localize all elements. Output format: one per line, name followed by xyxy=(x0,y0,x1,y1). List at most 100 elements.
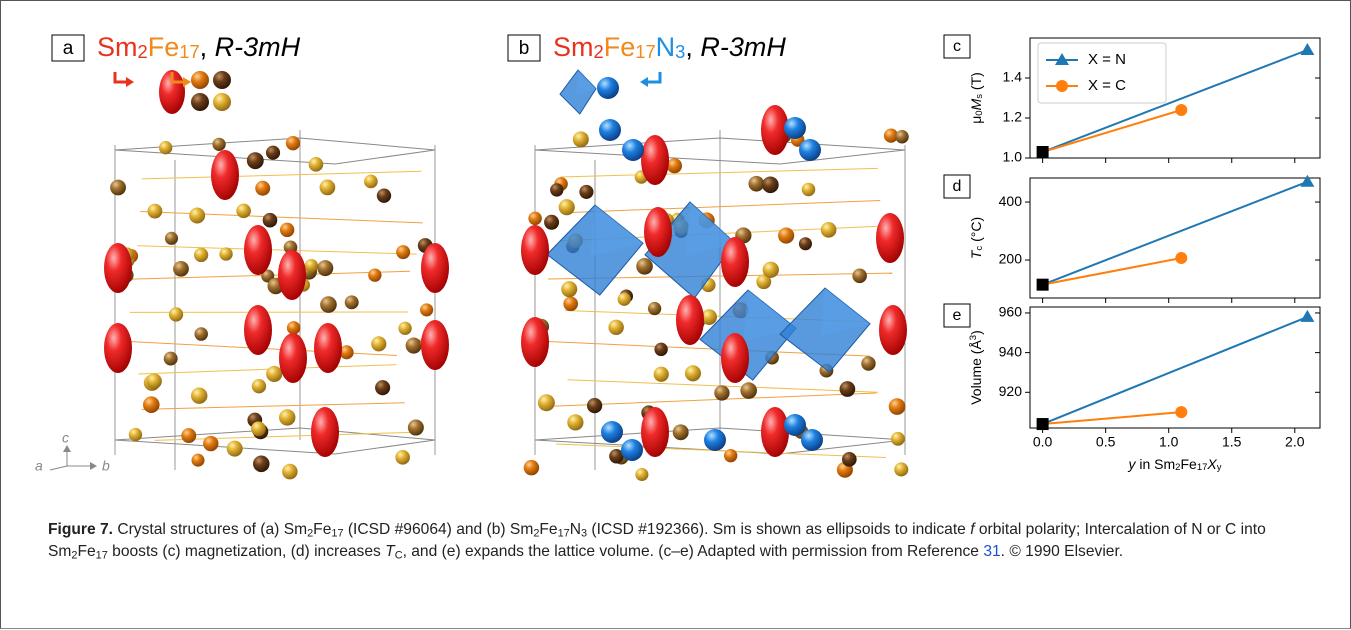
atom xyxy=(550,183,563,196)
text-run: 17 xyxy=(635,41,655,62)
atom xyxy=(667,158,682,173)
sm-atom xyxy=(104,323,132,373)
atom xyxy=(320,296,337,313)
panel-label: a xyxy=(63,38,74,59)
n-atom xyxy=(784,117,806,139)
triad-label: b xyxy=(102,458,110,474)
panel-title: Sm2Fe17N3, R-3mH xyxy=(553,32,786,62)
n-atom xyxy=(784,414,806,436)
atom xyxy=(236,204,251,219)
triad-axis xyxy=(50,466,67,470)
marker xyxy=(1037,418,1049,430)
atom xyxy=(251,421,266,436)
text-run: Volume (Å xyxy=(968,340,984,405)
atom xyxy=(563,296,578,311)
series-line xyxy=(1043,182,1308,285)
text-run: ) xyxy=(968,330,984,335)
atom xyxy=(266,366,282,382)
cell-face xyxy=(115,428,435,454)
atom xyxy=(763,262,779,278)
y-tick-label: 960 xyxy=(999,304,1023,320)
text-run: in Sm xyxy=(1135,456,1175,472)
text-run: (°C) xyxy=(968,217,984,246)
atom xyxy=(538,394,555,411)
atom xyxy=(852,269,867,284)
caption-text: C xyxy=(395,550,403,562)
caption-text: 17 xyxy=(558,528,570,540)
atom xyxy=(143,396,160,413)
text-run: Fe xyxy=(1180,456,1197,472)
bond xyxy=(142,403,405,410)
atom xyxy=(889,398,906,415)
atom xyxy=(364,175,378,189)
sm-atom xyxy=(676,295,704,345)
y-tick-label: 200 xyxy=(999,251,1023,267)
text-run: μ xyxy=(968,116,984,124)
atom xyxy=(544,215,559,230)
atom xyxy=(159,141,172,154)
bond xyxy=(137,246,416,254)
y-axis-label: μ0Ms (T) xyxy=(968,72,985,124)
panel-label: e xyxy=(953,307,962,324)
x-tick-label: 2.0 xyxy=(1285,434,1305,450)
arrow-head xyxy=(126,77,134,87)
atom xyxy=(636,258,653,275)
atom xyxy=(673,424,689,440)
atom xyxy=(573,131,589,147)
sm-atom xyxy=(761,407,789,457)
legend-label: X = C xyxy=(1088,77,1126,94)
atom xyxy=(528,212,541,225)
atom xyxy=(861,356,875,370)
atom xyxy=(395,450,410,465)
reference-link[interactable]: 31 xyxy=(983,543,1000,560)
atom xyxy=(194,327,208,341)
atom xyxy=(559,199,575,215)
fe-atom xyxy=(191,93,209,111)
n-atom xyxy=(597,77,619,99)
caption-text: 17 xyxy=(331,528,343,540)
text-run: y xyxy=(1217,462,1222,473)
atom xyxy=(375,380,390,395)
atom xyxy=(408,420,424,436)
caption-text: Figure 7. xyxy=(48,521,113,538)
atom xyxy=(169,307,183,321)
fe-atom xyxy=(213,71,231,89)
atom xyxy=(524,460,539,475)
atom xyxy=(608,320,623,335)
text-run: Sm xyxy=(97,32,138,62)
bond xyxy=(140,212,422,223)
plot-frame xyxy=(1030,178,1320,298)
fe-atom xyxy=(191,71,209,89)
caption-text: T xyxy=(385,543,395,560)
n-atom xyxy=(799,139,821,161)
x-tick-label: 0.0 xyxy=(1033,434,1053,450)
atom xyxy=(618,293,631,306)
caption-text: (ICSD #192366). Sm is shown as ellipsoid… xyxy=(587,521,970,538)
n-atom xyxy=(622,139,644,161)
atom xyxy=(212,138,225,151)
sm-atom xyxy=(641,407,669,457)
marker xyxy=(1300,175,1314,187)
atom xyxy=(165,232,178,245)
text-run: 17 xyxy=(1197,462,1208,473)
text-run: 3 xyxy=(675,41,685,62)
n-atom xyxy=(621,439,643,461)
sm-atom xyxy=(721,333,749,383)
x-tick-label: 0.5 xyxy=(1096,434,1116,450)
x-tick-label: 1.5 xyxy=(1222,434,1242,450)
atom xyxy=(227,441,243,457)
text-run: Sm xyxy=(553,32,594,62)
marker xyxy=(1300,43,1314,55)
n-atom xyxy=(601,421,623,443)
panel-label: b xyxy=(519,38,530,59)
atom xyxy=(252,379,266,393)
n-atom xyxy=(704,429,726,451)
panel-label: d xyxy=(953,178,962,195)
atom xyxy=(724,449,737,462)
atom xyxy=(247,152,264,169)
atom xyxy=(398,322,411,335)
arrow-head xyxy=(640,77,648,87)
text-run: , xyxy=(685,32,700,62)
marker xyxy=(1175,104,1187,116)
